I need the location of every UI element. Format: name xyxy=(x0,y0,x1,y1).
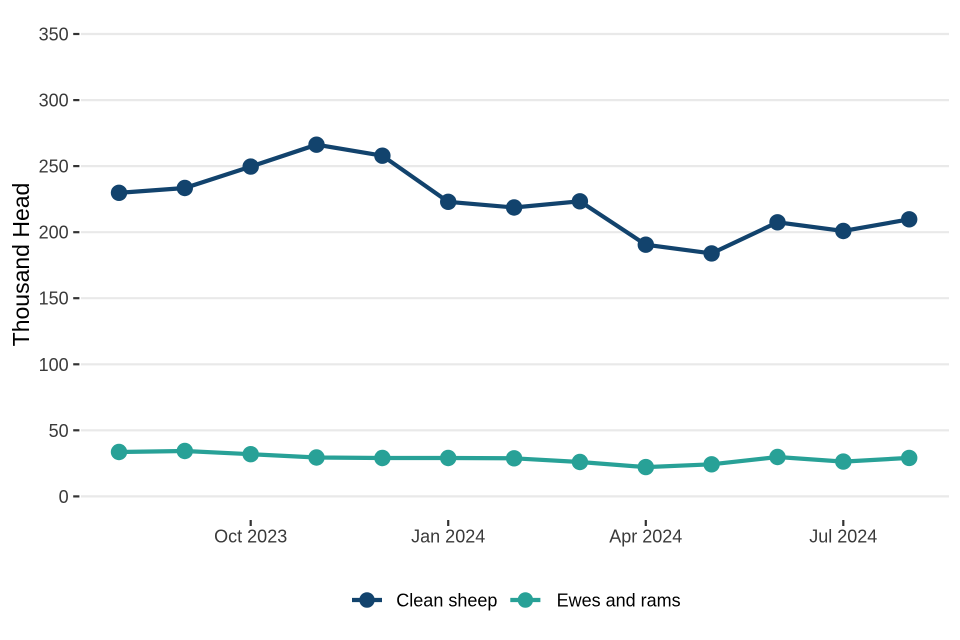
svg-text:150: 150 xyxy=(39,289,69,309)
svg-text:Ewes and rams: Ewes and rams xyxy=(557,591,681,611)
svg-text:Oct 2023: Oct 2023 xyxy=(214,527,287,547)
svg-text:Thousand Head: Thousand Head xyxy=(8,183,34,347)
svg-text:100: 100 xyxy=(39,355,69,375)
svg-text:Clean sheep: Clean sheep xyxy=(396,591,497,611)
svg-text:Apr 2024: Apr 2024 xyxy=(609,527,682,547)
svg-text:200: 200 xyxy=(39,223,69,243)
svg-text:50: 50 xyxy=(49,421,69,441)
svg-text:Jul 2024: Jul 2024 xyxy=(809,527,877,547)
svg-text:300: 300 xyxy=(39,91,69,111)
svg-text:350: 350 xyxy=(39,25,69,45)
svg-text:250: 250 xyxy=(39,157,69,177)
svg-text:Jan 2024: Jan 2024 xyxy=(411,527,485,547)
svg-text:0: 0 xyxy=(59,487,69,507)
